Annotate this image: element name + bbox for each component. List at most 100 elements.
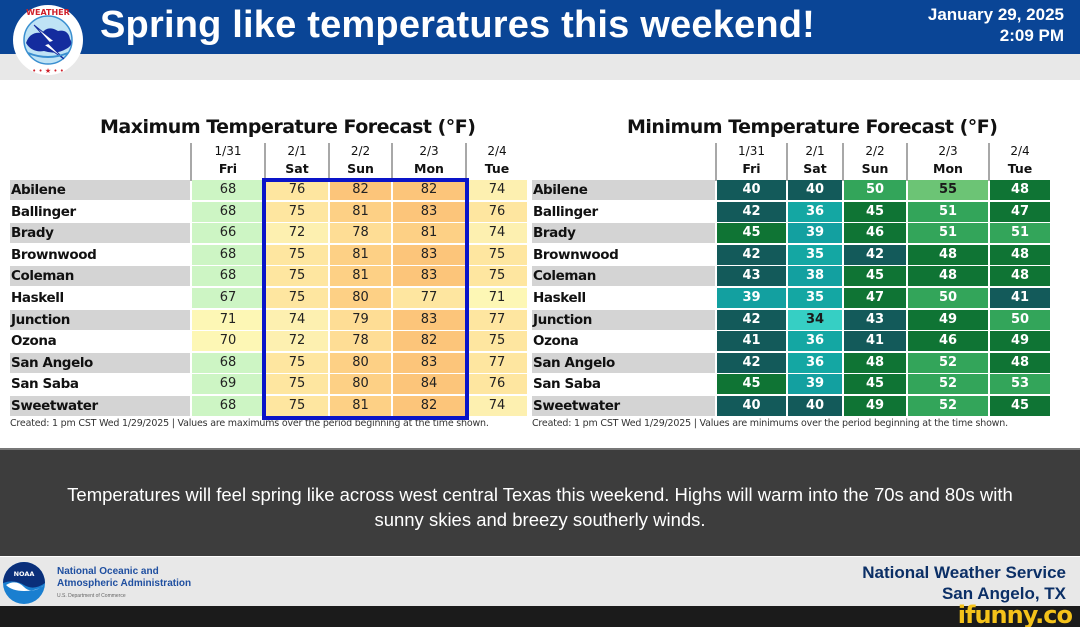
svg-text:• • ★ • •: • • ★ • • (32, 67, 64, 75)
temp-cell: 71 (467, 288, 527, 308)
temp-cell: 82 (393, 180, 465, 200)
temp-cell: 45 (990, 396, 1050, 416)
city-label: Haskell (533, 290, 586, 306)
temp-cell: 76 (467, 201, 527, 222)
temp-cell: 77 (467, 352, 527, 373)
column-date: 2/3 (419, 144, 439, 158)
column-weekday: Fri (742, 161, 761, 176)
issued-time: 2:09 PM (999, 26, 1064, 45)
temp-cell: 36 (788, 352, 842, 373)
column-header: 2/3 Mon (391, 143, 465, 181)
temp-cell: 43 (844, 309, 906, 330)
column-header: 2/2 Sun (328, 143, 391, 181)
city-label: Junction (10, 309, 190, 330)
temp-cell: 75 (467, 266, 527, 287)
temp-cell: 68 (192, 201, 264, 222)
city-label: Abilene (10, 180, 190, 200)
city-label: San Saba (533, 376, 601, 393)
svg-text:WEATHER: WEATHER (26, 8, 70, 17)
temp-cell: 36 (788, 331, 842, 352)
header-bar (0, 0, 1080, 54)
temp-cell: 78 (330, 331, 391, 352)
temp-cell: 47 (844, 288, 906, 308)
temp-cell: 82 (393, 396, 465, 416)
noaa-name-line2: Atmospheric Administration (57, 578, 192, 589)
office-line1: National Weather Service (862, 563, 1066, 582)
column-date: 1/31 (214, 144, 242, 158)
temp-cell: 66 (192, 223, 264, 244)
temp-cell: 80 (330, 374, 391, 395)
city-label: Ballinger (533, 203, 598, 220)
description-band (0, 448, 1080, 556)
issued-date: January 29, 2025 (927, 5, 1064, 24)
city-label: Ballinger (11, 203, 76, 220)
temp-cell: 81 (330, 201, 391, 222)
city-label: Brady (10, 223, 190, 244)
temp-cell: 43 (717, 266, 786, 287)
temp-cell: 51 (908, 223, 988, 244)
temp-cell: 41 (717, 331, 786, 352)
temp-cell: 50 (908, 288, 988, 308)
temp-cell: 52 (908, 396, 988, 416)
temp-cell: 75 (266, 352, 328, 373)
temp-cell: 39 (788, 223, 842, 244)
city-label: Haskell (11, 290, 64, 306)
column-header: 1/31 Fri (190, 143, 264, 181)
temp-cell: 49 (908, 309, 988, 330)
temp-cell: 68 (192, 244, 264, 265)
temp-cell: 40 (717, 180, 786, 200)
column-header: 2/1 Sat (264, 143, 328, 181)
city-label: Junction (532, 309, 715, 330)
temp-cell: 52 (908, 374, 988, 395)
temp-cell: 49 (990, 331, 1050, 352)
temp-cell: 83 (393, 352, 465, 373)
column-date: 2/4 (1010, 144, 1030, 158)
temp-cell: 48 (990, 266, 1050, 287)
temp-cell: 48 (844, 352, 906, 373)
temp-cell: 74 (467, 223, 527, 244)
noaa-dept: U.S. Department of Commerce (57, 593, 126, 599)
temp-cell: 50 (990, 309, 1050, 330)
column-weekday: Sat (803, 161, 827, 176)
column-header: 2/3 Mon (906, 143, 988, 181)
city-label: Ozona (11, 333, 57, 350)
temp-cell: 80 (330, 288, 391, 308)
city-label: Coleman (532, 266, 715, 287)
temp-cell: 70 (192, 331, 264, 352)
temp-cell: 49 (844, 396, 906, 416)
temp-cell: 71 (192, 309, 264, 330)
city-label: Brownwood (533, 246, 619, 263)
temp-cell: 41 (990, 288, 1050, 308)
temp-cell: 46 (908, 331, 988, 352)
temp-cell: 34 (788, 309, 842, 330)
temp-cell: 35 (788, 244, 842, 265)
temp-cell: 68 (192, 396, 264, 416)
temp-cell: 40 (788, 180, 842, 200)
temp-cell: 45 (717, 374, 786, 395)
temp-cell: 74 (266, 309, 328, 330)
city-label: Abilene (532, 180, 715, 200)
column-header: 2/2 Sun (842, 143, 906, 181)
temp-cell: 42 (717, 244, 786, 265)
temp-cell: 51 (908, 201, 988, 222)
temp-cell: 77 (467, 309, 527, 330)
temp-cell: 75 (266, 201, 328, 222)
temp-cell: 83 (393, 309, 465, 330)
watermark: ifunny.co (957, 601, 1073, 627)
temp-cell: 42 (717, 201, 786, 222)
column-weekday: Mon (414, 161, 444, 176)
temp-cell: 52 (908, 352, 988, 373)
header-subbar (0, 54, 1080, 80)
column-weekday: Tue (484, 161, 510, 176)
column-date: 2/4 (487, 144, 507, 158)
temp-cell: 55 (908, 180, 988, 200)
noaa-name: National Oceanic and Atmospheric Adminis… (57, 566, 191, 590)
temp-cell: 42 (717, 352, 786, 373)
forecast-description: Temperatures will feel spring like acros… (67, 484, 1013, 530)
temp-cell: 77 (393, 288, 465, 308)
temp-cell: 74 (467, 396, 527, 416)
temp-cell: 81 (330, 396, 391, 416)
column-date: 2/2 (865, 144, 885, 158)
temp-cell: 75 (266, 374, 328, 395)
column-date: 2/1 (287, 144, 307, 158)
